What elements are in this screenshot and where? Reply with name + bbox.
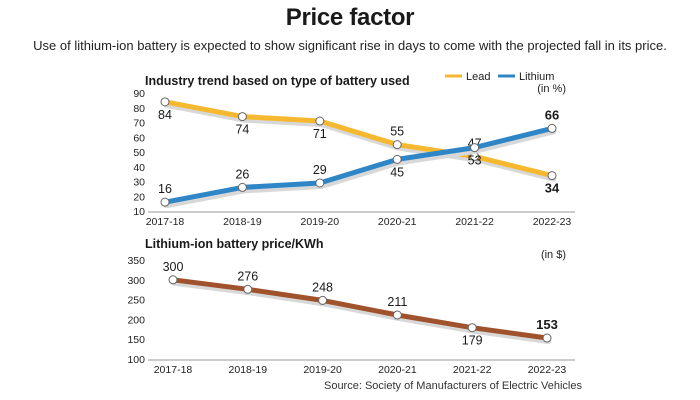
- series-line: [170, 277, 550, 341]
- data-label: 45: [390, 165, 404, 179]
- data-point: [160, 197, 170, 207]
- data-label: 211: [387, 295, 407, 309]
- data-label: 71: [313, 127, 327, 141]
- data-point: [547, 123, 557, 133]
- chart1-plot: 10 20 30 40 50 60 70 80 90 2017-18 2018-19 2019-20 2…: [133, 88, 575, 228]
- y-tick-label: 80: [133, 103, 145, 115]
- x-tick-label: 2017-18: [146, 216, 185, 228]
- y-tick-label: 20: [133, 191, 145, 203]
- x-tick-label: 2019-20: [303, 364, 342, 376]
- y-tick-label: 350: [127, 255, 145, 267]
- data-label: 29: [313, 163, 327, 177]
- y-tick-label: 60: [133, 132, 145, 144]
- data-point: [237, 182, 247, 192]
- series-line-shadow: [171, 279, 552, 344]
- chart2-plot: 100 150 200 250 300 350 2017-18 2018-19 2019-20 2…: [127, 255, 575, 376]
- x-tick-label: 2021-22: [455, 216, 494, 228]
- series-line-shadow: [163, 128, 557, 209]
- y-tick-label: 200: [127, 314, 145, 326]
- x-tick-label: 2020-21: [378, 364, 417, 376]
- data-label: 26: [235, 167, 249, 181]
- page-title: Price factor: [285, 4, 415, 31]
- data-label: 66: [545, 107, 559, 122]
- data-label: 16: [158, 182, 172, 196]
- data-point: [243, 284, 253, 294]
- x-tick-label: 2018-19: [229, 364, 268, 376]
- data-point: [168, 275, 178, 285]
- data-label: 34: [545, 181, 560, 196]
- legend-lithium-label: Lithium: [519, 71, 554, 83]
- data-point: [470, 143, 480, 153]
- x-tick-label: 2020-21: [378, 216, 417, 228]
- x-tick-label: 2017-18: [154, 364, 193, 376]
- data-label: 300: [163, 260, 184, 274]
- data-label: 153: [536, 317, 558, 332]
- source-note: Source: Society of Manufacturers of Elec…: [323, 380, 582, 392]
- data-point: [542, 333, 552, 343]
- y-tick-label: 40: [133, 162, 145, 174]
- series-line: [162, 125, 555, 205]
- data-label: 84: [158, 108, 172, 122]
- data-point: [315, 178, 325, 188]
- data-point: [392, 140, 402, 150]
- x-tick-label: 2022-23: [528, 364, 567, 376]
- data-label: 55: [390, 125, 404, 139]
- y-tick-label: 10: [133, 206, 145, 218]
- data-point: [318, 295, 328, 305]
- page-subtitle: Use of lithium-ion battery is expected t…: [33, 38, 667, 53]
- data-point: [467, 323, 477, 333]
- data-label: 53: [468, 154, 482, 168]
- y-tick-label: 30: [133, 177, 145, 189]
- chart1-unit: (in %): [537, 83, 566, 95]
- data-label: 248: [312, 280, 333, 294]
- data-point: [392, 310, 402, 320]
- y-tick-label: 300: [127, 275, 145, 287]
- chart1-title: Industry trend based on type of battery …: [145, 74, 410, 88]
- data-point: [237, 112, 247, 122]
- x-tick-label: 2022-23: [533, 216, 572, 228]
- chart2-unit: (in $): [541, 249, 566, 261]
- legend-lead-label: Lead: [466, 71, 490, 83]
- y-tick-label: 70: [133, 118, 145, 130]
- data-point: [315, 116, 325, 126]
- y-tick-label: 150: [127, 334, 145, 346]
- data-label: 276: [237, 269, 258, 283]
- data-point: [547, 171, 557, 181]
- x-tick-label: 2018-19: [223, 216, 262, 228]
- y-tick-label: 250: [127, 295, 145, 307]
- y-tick-label: 100: [127, 354, 145, 366]
- data-label: 74: [235, 123, 249, 137]
- x-tick-label: 2021-22: [453, 364, 492, 376]
- data-point: [392, 154, 402, 164]
- x-tick-label: 2019-20: [301, 216, 340, 228]
- data-label: 179: [462, 334, 483, 348]
- series-line: [162, 99, 555, 179]
- y-tick-label: 90: [133, 88, 145, 100]
- data-point: [160, 97, 170, 107]
- chart2-title: Lithium-ion battery price/KWh: [145, 237, 323, 251]
- y-tick-label: 50: [133, 147, 145, 159]
